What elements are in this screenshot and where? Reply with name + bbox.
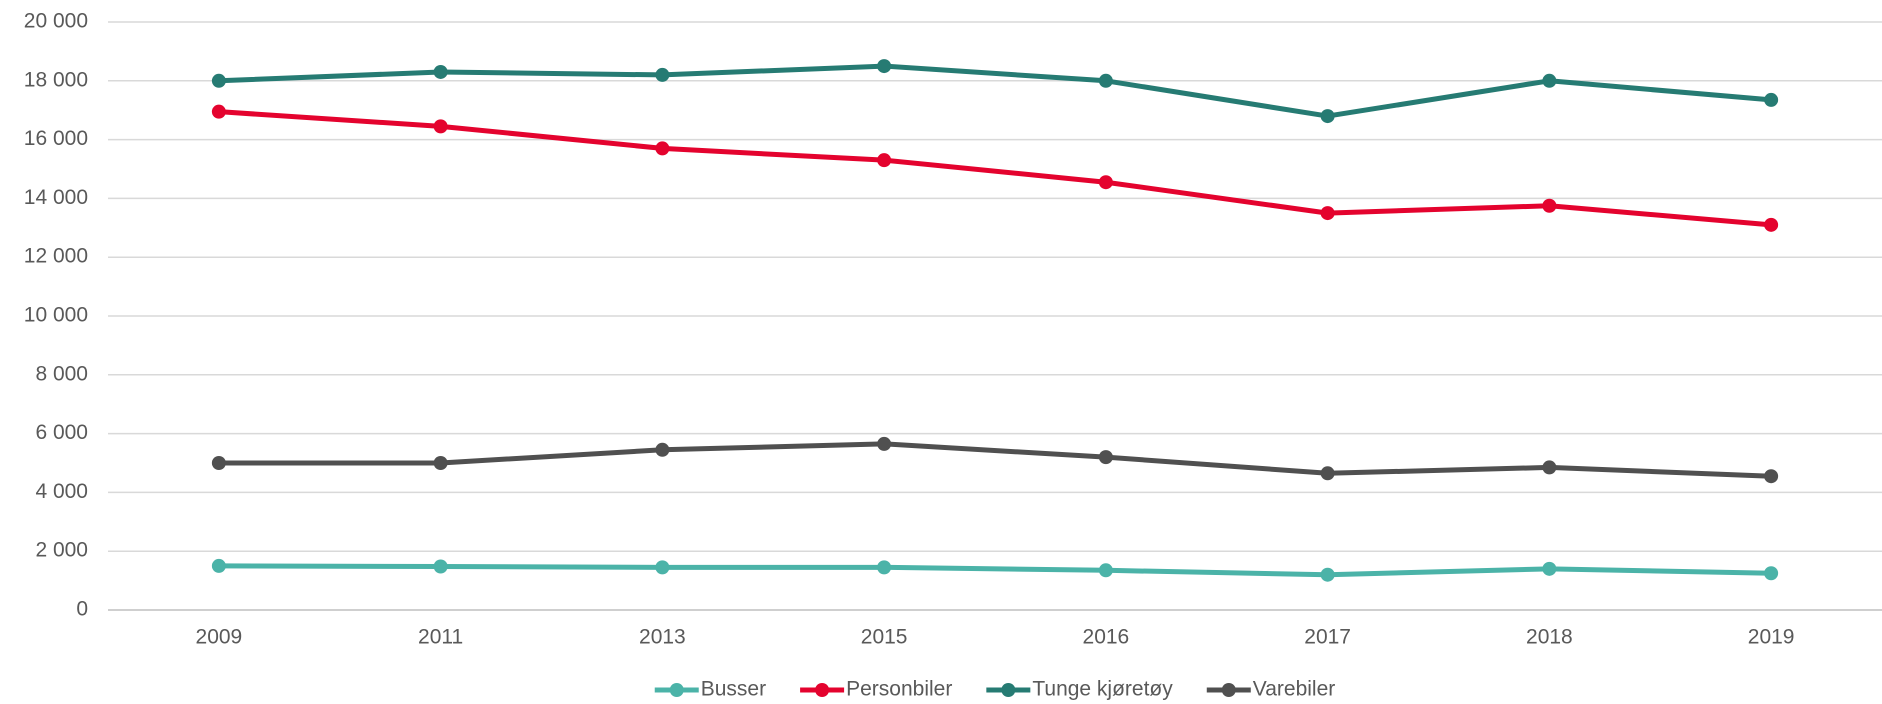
data-point — [433, 119, 448, 134]
x-tick-label: 2016 — [1083, 626, 1130, 649]
y-tick-label: 4 000 — [35, 480, 88, 503]
data-point — [1542, 561, 1557, 576]
data-point — [1098, 450, 1113, 465]
y-tick-label: 10 000 — [24, 304, 88, 327]
x-tick-label: 2019 — [1748, 626, 1795, 649]
data-point — [211, 73, 226, 88]
series-line — [218, 63, 1772, 119]
data-point — [1764, 566, 1779, 581]
data-point — [877, 560, 892, 575]
series-line — [218, 563, 1772, 578]
y-tick-label: 2 000 — [35, 539, 88, 562]
y-tick-label: 16 000 — [24, 127, 88, 150]
legend-label: Busser — [701, 678, 766, 701]
data-point — [433, 559, 448, 574]
data-point — [877, 59, 892, 74]
y-tick-label: 12 000 — [24, 245, 88, 268]
x-tick-label: 2011 — [418, 626, 463, 649]
series-line — [218, 441, 1772, 479]
data-point — [1542, 73, 1557, 88]
data-point — [1320, 109, 1335, 124]
data-point — [1098, 73, 1113, 88]
legend-marker — [1001, 683, 1016, 697]
legend-marker — [815, 683, 830, 697]
data-point — [211, 456, 226, 470]
y-tick-label: 18 000 — [24, 68, 88, 91]
data-point — [655, 141, 670, 156]
data-point — [433, 456, 448, 470]
series-line — [218, 109, 1772, 228]
y-tick-label: 20 000 — [24, 10, 88, 33]
data-point — [655, 442, 670, 457]
y-tick-label: 0 — [76, 598, 88, 621]
data-point — [1320, 206, 1335, 221]
data-point — [1542, 460, 1557, 475]
data-point — [1098, 563, 1113, 578]
legend-marker — [1221, 683, 1236, 697]
legend-label: Tunge kjøretøy — [1032, 678, 1173, 701]
data-point — [211, 558, 226, 573]
data-point — [655, 67, 670, 82]
data-point — [877, 153, 892, 168]
data-point — [655, 560, 670, 575]
x-tick-label: 2009 — [196, 626, 243, 649]
x-tick-label: 2018 — [1526, 626, 1573, 649]
y-tick-label: 14 000 — [24, 186, 88, 209]
data-point — [877, 436, 892, 451]
data-point — [1764, 92, 1779, 107]
legend-label: Personbiler — [846, 678, 952, 701]
data-point — [1764, 469, 1779, 484]
legend-marker — [669, 683, 684, 697]
x-tick-label: 2013 — [639, 626, 686, 649]
data-point — [211, 104, 226, 119]
data-point — [1320, 466, 1335, 481]
data-point — [1320, 567, 1335, 582]
data-point — [1764, 217, 1779, 232]
y-tick-label: 8 000 — [35, 362, 88, 385]
data-point — [1098, 175, 1113, 190]
x-tick-label: 2017 — [1304, 626, 1351, 649]
y-tick-label: 6 000 — [35, 421, 88, 444]
legend-label: Varebiler — [1253, 678, 1335, 701]
data-point — [1542, 198, 1557, 213]
data-point — [433, 64, 448, 79]
x-tick-label: 2015 — [861, 626, 908, 649]
